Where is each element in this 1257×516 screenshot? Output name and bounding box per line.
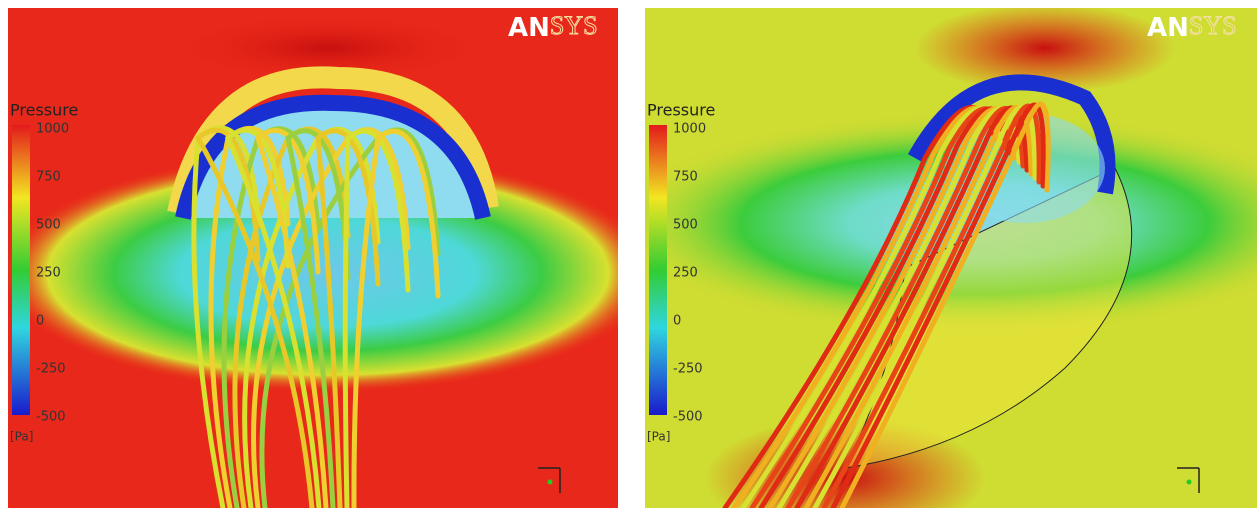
legend-tick: -500 xyxy=(673,410,703,425)
legend-tick: 0 xyxy=(673,314,681,329)
legend-tick: -500 xyxy=(36,410,66,425)
colorbar xyxy=(12,125,30,415)
legend-tick: -250 xyxy=(36,362,66,377)
colorbar xyxy=(649,125,667,415)
legend-tick: 1000 xyxy=(36,122,69,137)
axis-triad xyxy=(1187,480,1192,485)
legend-title: Pressure xyxy=(10,101,78,120)
legend-title: Pressure xyxy=(647,101,715,120)
logo: ANSYS xyxy=(508,11,598,43)
legend-unit: [Pa] xyxy=(647,430,670,444)
render-right: ANSYS Pressure 1000 750 500 250 0 -250 -500[Pa] xyxy=(645,8,1257,508)
legend-tick: 500 xyxy=(673,218,698,233)
axis-triad xyxy=(548,480,553,485)
logo: ANSYS xyxy=(1147,11,1237,43)
logo-sys: SYS xyxy=(550,11,598,40)
legend-tick: 250 xyxy=(673,266,698,281)
logo-an: AN xyxy=(508,13,550,43)
legend-tick: 750 xyxy=(673,170,698,185)
legend-unit: [Pa] xyxy=(10,430,33,444)
render-left: ANSYS Pressure 1000 750 500 250 0 -250 -500[Pa] xyxy=(8,8,618,508)
legend-tick: 0 xyxy=(36,314,44,329)
legend-tick: -250 xyxy=(673,362,703,377)
legend-tick: 250 xyxy=(36,266,61,281)
legend-tick: 500 xyxy=(36,218,61,233)
legend-tick: 750 xyxy=(36,170,61,185)
legend-tick: 1000 xyxy=(673,122,706,137)
logo-sys: SYS xyxy=(1189,11,1237,40)
page: {"panels": [ {"logo": ["AN", "SYS"], "le… xyxy=(0,0,1257,516)
logo-an: AN xyxy=(1147,13,1189,43)
